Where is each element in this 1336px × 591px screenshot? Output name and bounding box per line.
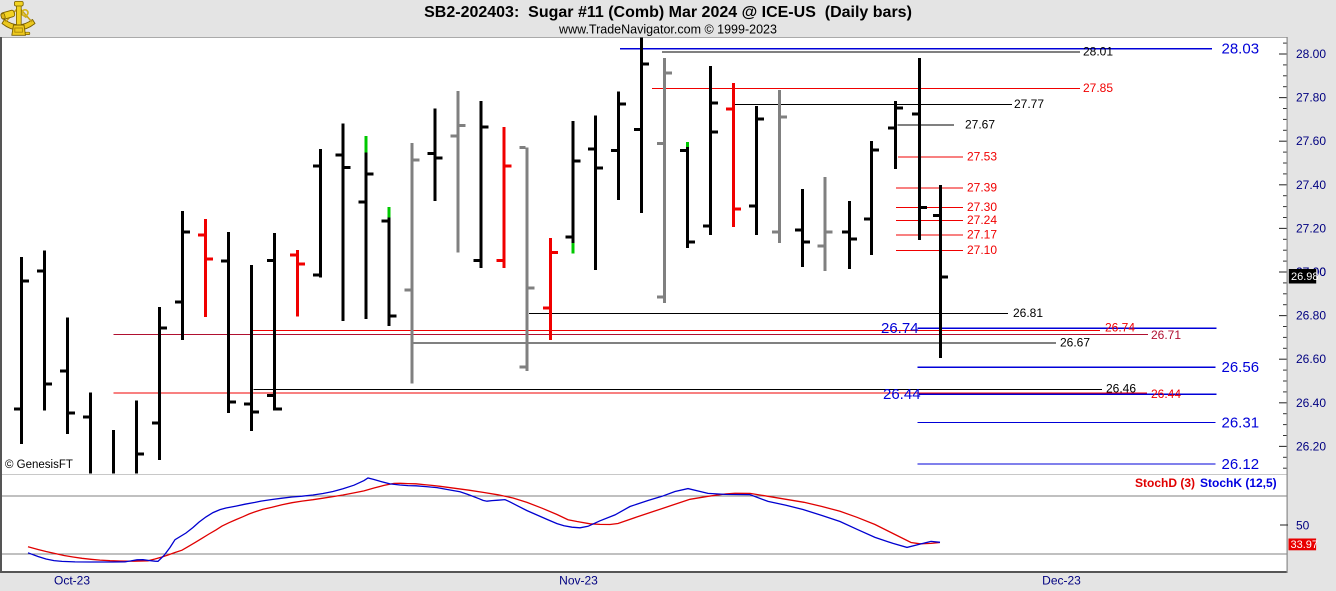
svg-text:Nov-23: Nov-23 (559, 574, 598, 588)
svg-text:28.03: 28.03 (1222, 41, 1260, 58)
svg-text:27.80: 27.80 (1296, 91, 1326, 105)
svg-text:www.TradeNavigator.com © 1999-: www.TradeNavigator.com © 1999-2023 (558, 23, 777, 37)
svg-text:26.71: 26.71 (1151, 328, 1181, 342)
svg-text:28.00: 28.00 (1296, 47, 1326, 61)
svg-text:26.67: 26.67 (1060, 336, 1090, 350)
svg-text:27.53: 27.53 (967, 150, 997, 164)
svg-text:27.60: 27.60 (1296, 134, 1326, 148)
svg-text:27.20: 27.20 (1296, 221, 1326, 235)
svg-text:SB2-202403: Sugar #11 (Comb): SB2-202403: Sugar #11 (Comb) Mar 2024 @ … (424, 4, 912, 21)
svg-text:27.67: 27.67 (965, 118, 995, 132)
svg-text:27.10: 27.10 (967, 243, 997, 257)
svg-text:26.60: 26.60 (1296, 352, 1326, 366)
svg-text:Oct-23: Oct-23 (54, 574, 90, 588)
svg-text:27.85: 27.85 (1083, 81, 1113, 95)
svg-text:26.20: 26.20 (1296, 439, 1326, 453)
svg-text:27.39: 27.39 (967, 181, 997, 195)
svg-text:28.01: 28.01 (1083, 45, 1113, 59)
svg-text:27.30: 27.30 (967, 200, 997, 214)
svg-text:© GenesisFT: © GenesisFT (5, 459, 73, 471)
svg-text:StochK (12,5): StochK (12,5) (1200, 476, 1277, 490)
svg-text:33.97: 33.97 (1291, 539, 1319, 551)
svg-text:StochD (3): StochD (3) (1135, 476, 1195, 490)
svg-text:26.46: 26.46 (1106, 382, 1136, 396)
svg-text:27.77: 27.77 (1014, 97, 1044, 111)
svg-text:26.44: 26.44 (883, 386, 921, 403)
svg-text:26.74: 26.74 (881, 320, 919, 337)
svg-text:26.81: 26.81 (1013, 306, 1043, 320)
svg-text:26.80: 26.80 (1296, 309, 1326, 323)
svg-text:26.74: 26.74 (1105, 321, 1135, 335)
svg-text:26.12: 26.12 (1222, 456, 1260, 473)
svg-text:26.40: 26.40 (1296, 396, 1326, 410)
svg-text:27.40: 27.40 (1296, 178, 1326, 192)
svg-text:26.98: 26.98 (1291, 271, 1319, 283)
svg-text:27.24: 27.24 (967, 213, 997, 227)
svg-text:26.44: 26.44 (1151, 387, 1181, 401)
svg-text:26.56: 26.56 (1222, 359, 1260, 376)
svg-text:26.31: 26.31 (1222, 414, 1260, 431)
svg-text:27.17: 27.17 (967, 228, 997, 242)
svg-text:Dec-23: Dec-23 (1042, 574, 1081, 588)
svg-text:50: 50 (1296, 518, 1310, 532)
